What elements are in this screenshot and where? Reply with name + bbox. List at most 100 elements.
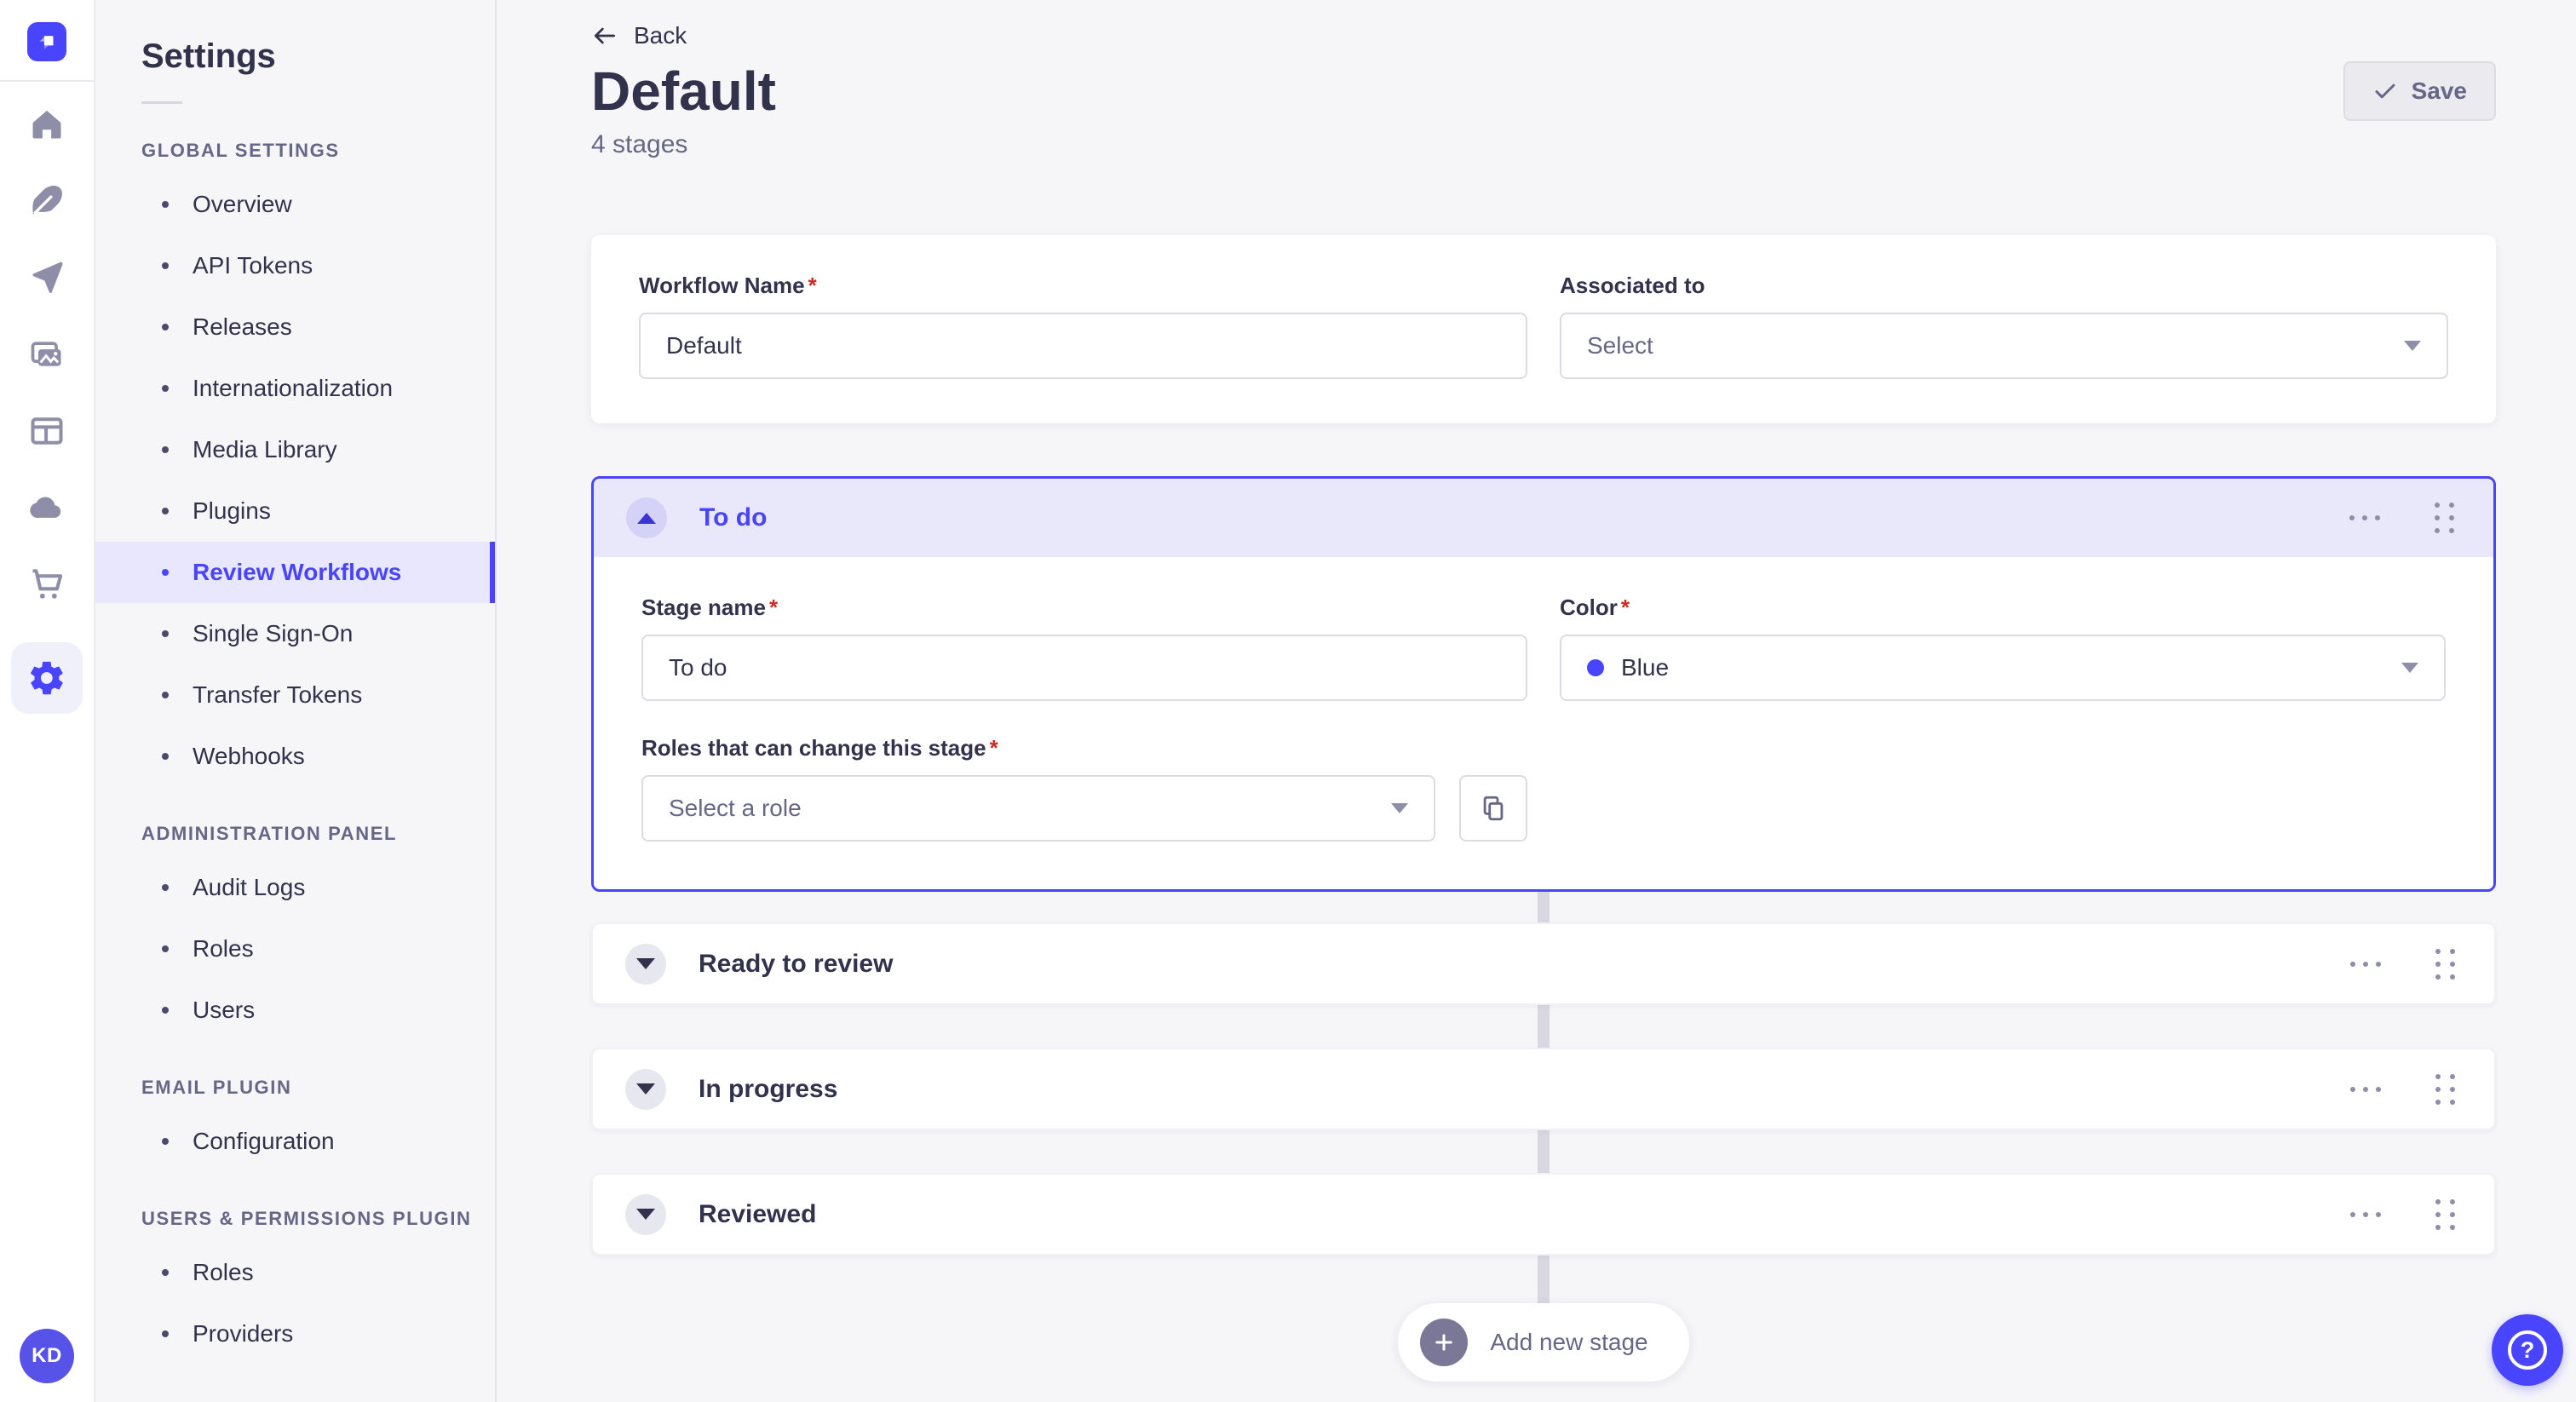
- dot: [2435, 1198, 2441, 1204]
- bullet-icon: [162, 884, 169, 891]
- deploy-paper-plane-icon[interactable]: [28, 259, 66, 296]
- sidebar-item-review-workflows[interactable]: Review Workflows: [95, 542, 495, 603]
- roles-field-group: Roles that can change this stage * Select…: [641, 735, 1527, 842]
- workflow-name-input[interactable]: [639, 313, 1527, 379]
- back-link[interactable]: Back: [591, 22, 687, 49]
- stage-drag-handle[interactable]: [2429, 942, 2462, 986]
- stage-ready-to-review[interactable]: Ready to review: [591, 922, 2496, 1005]
- home-icon[interactable]: [28, 106, 66, 143]
- dot: [2363, 1086, 2368, 1092]
- expand-stage-button[interactable]: [625, 1068, 666, 1110]
- color-select[interactable]: Blue: [1560, 635, 2446, 701]
- strapi-logo[interactable]: [27, 22, 66, 61]
- add-new-stage-button[interactable]: Add new stage: [1398, 1303, 1689, 1382]
- expand-stage-button[interactable]: [625, 943, 666, 985]
- dot: [2376, 1211, 2381, 1217]
- sidebar-item-releases[interactable]: Releases: [95, 296, 495, 358]
- sidebar-item-overview[interactable]: Overview: [95, 174, 495, 235]
- sidebar-item-label: Media Library: [193, 436, 337, 463]
- content-type-builder-layout-icon[interactable]: [28, 412, 66, 450]
- main-content: Back Default 4 stages Save Workflow Name…: [497, 0, 2576, 1402]
- settings-gear-active[interactable]: [11, 642, 83, 714]
- dot: [2435, 515, 2440, 520]
- bullet-icon: [162, 446, 169, 453]
- stage-drag-handle[interactable]: [2428, 496, 2461, 540]
- sidebar-item-label: Plugins: [193, 497, 271, 524]
- sidebar-item-up-providers[interactable]: Providers: [95, 1303, 495, 1365]
- roles-select[interactable]: Select a role: [641, 775, 1435, 842]
- collapse-stage-button[interactable]: [626, 497, 667, 538]
- associated-to-select[interactable]: Select: [1560, 313, 2448, 379]
- user-avatar[interactable]: KD: [20, 1329, 74, 1383]
- dot: [2449, 515, 2454, 520]
- check-icon: [2375, 83, 2395, 99]
- sidebar-item-plugins[interactable]: Plugins: [95, 480, 495, 542]
- stage-more-menu-button[interactable]: [2342, 1204, 2389, 1226]
- chevron-down-icon: [636, 1209, 655, 1220]
- cloud-icon[interactable]: [28, 489, 66, 526]
- dot: [2449, 528, 2454, 533]
- sidebar-item-media-library[interactable]: Media Library: [95, 419, 495, 480]
- workflow-form-card: Workflow Name* Associated to Select: [591, 235, 2496, 423]
- sidebar-item-label: Audit Logs: [193, 874, 306, 900]
- rail-divider: [0, 80, 94, 82]
- sidebar-item-transfer-tokens[interactable]: Transfer Tokens: [95, 664, 495, 726]
- sidebar-item-single-sign-on[interactable]: Single Sign-On: [95, 603, 495, 664]
- stage-name-input[interactable]: [641, 635, 1527, 701]
- required-asterisk: *: [768, 595, 779, 620]
- sidebar-item-audit-logs[interactable]: Audit Logs: [95, 857, 495, 918]
- sidebar-item-api-tokens[interactable]: API Tokens: [95, 235, 495, 296]
- dot: [2435, 528, 2440, 533]
- stage-drag-handle[interactable]: [2429, 1067, 2462, 1112]
- sidebar-title-divider: [141, 101, 182, 104]
- sidebar-item-label: Roles: [193, 1259, 254, 1285]
- sidebar-item-label: Overview: [193, 191, 292, 217]
- duplicate-roles-button[interactable]: [1459, 775, 1527, 842]
- bullet-icon: [162, 324, 169, 330]
- media-library-images-icon[interactable]: [28, 336, 66, 373]
- sidebar-item-email-configuration[interactable]: Configuration: [95, 1111, 495, 1172]
- stage-drag-handle[interactable]: [2429, 1192, 2462, 1237]
- stage-in-progress[interactable]: In progress: [591, 1048, 2496, 1130]
- expand-stage-button[interactable]: [625, 1193, 666, 1235]
- stage-title: Ready to review: [699, 949, 894, 978]
- chevron-down-icon: [636, 958, 655, 969]
- chevron-down-icon: [2404, 341, 2421, 351]
- dot: [2435, 1073, 2441, 1079]
- stage-reviewed[interactable]: Reviewed: [591, 1173, 2496, 1255]
- help-button[interactable]: ?: [2492, 1314, 2563, 1386]
- stage-todo-expanded: To do Stage name *: [591, 476, 2496, 892]
- required-asterisk: *: [808, 273, 817, 298]
- sidebar-item-label: Transfer Tokens: [193, 681, 363, 708]
- bullet-icon: [162, 1330, 169, 1337]
- sidebar-item-admin-users[interactable]: Users: [95, 980, 495, 1041]
- save-button[interactable]: Save: [2343, 61, 2496, 121]
- stage-more-menu-button[interactable]: [2341, 507, 2389, 529]
- dot: [2362, 515, 2367, 520]
- sidebar-item-internationalization[interactable]: Internationalization: [95, 358, 495, 419]
- stage-name-field-group: Stage name *: [641, 595, 1527, 701]
- dot: [2349, 515, 2355, 520]
- chevron-down-icon: [636, 1083, 655, 1095]
- color-label: Color *: [1560, 595, 1630, 620]
- sidebar-item-label: Internationalization: [193, 375, 394, 401]
- sidebar-item-admin-roles[interactable]: Roles: [95, 918, 495, 980]
- content-manager-feather-icon[interactable]: [28, 182, 66, 220]
- sidebar-item-label: Webhooks: [193, 743, 305, 769]
- sidebar-item-up-roles[interactable]: Roles: [95, 1242, 495, 1303]
- stage-todo-header[interactable]: To do: [594, 479, 2493, 557]
- bullet-icon: [162, 692, 169, 698]
- stage-more-menu-button[interactable]: [2342, 1078, 2389, 1100]
- dot: [2435, 1099, 2441, 1105]
- associated-to-value: Select: [1587, 332, 1653, 359]
- roles-label: Roles that can change this stage *: [641, 735, 998, 761]
- workflow-name-label: Workflow Name *: [639, 273, 817, 298]
- dot: [2350, 961, 2355, 967]
- dot: [2450, 961, 2455, 967]
- workflow-name-field-group: Workflow Name *: [639, 273, 1527, 379]
- marketplace-cart-icon[interactable]: [28, 566, 66, 603]
- sidebar-item-webhooks[interactable]: Webhooks: [95, 726, 495, 787]
- nav-rail: KD: [0, 0, 95, 1402]
- bullet-icon: [162, 1269, 169, 1276]
- stage-more-menu-button[interactable]: [2342, 953, 2389, 975]
